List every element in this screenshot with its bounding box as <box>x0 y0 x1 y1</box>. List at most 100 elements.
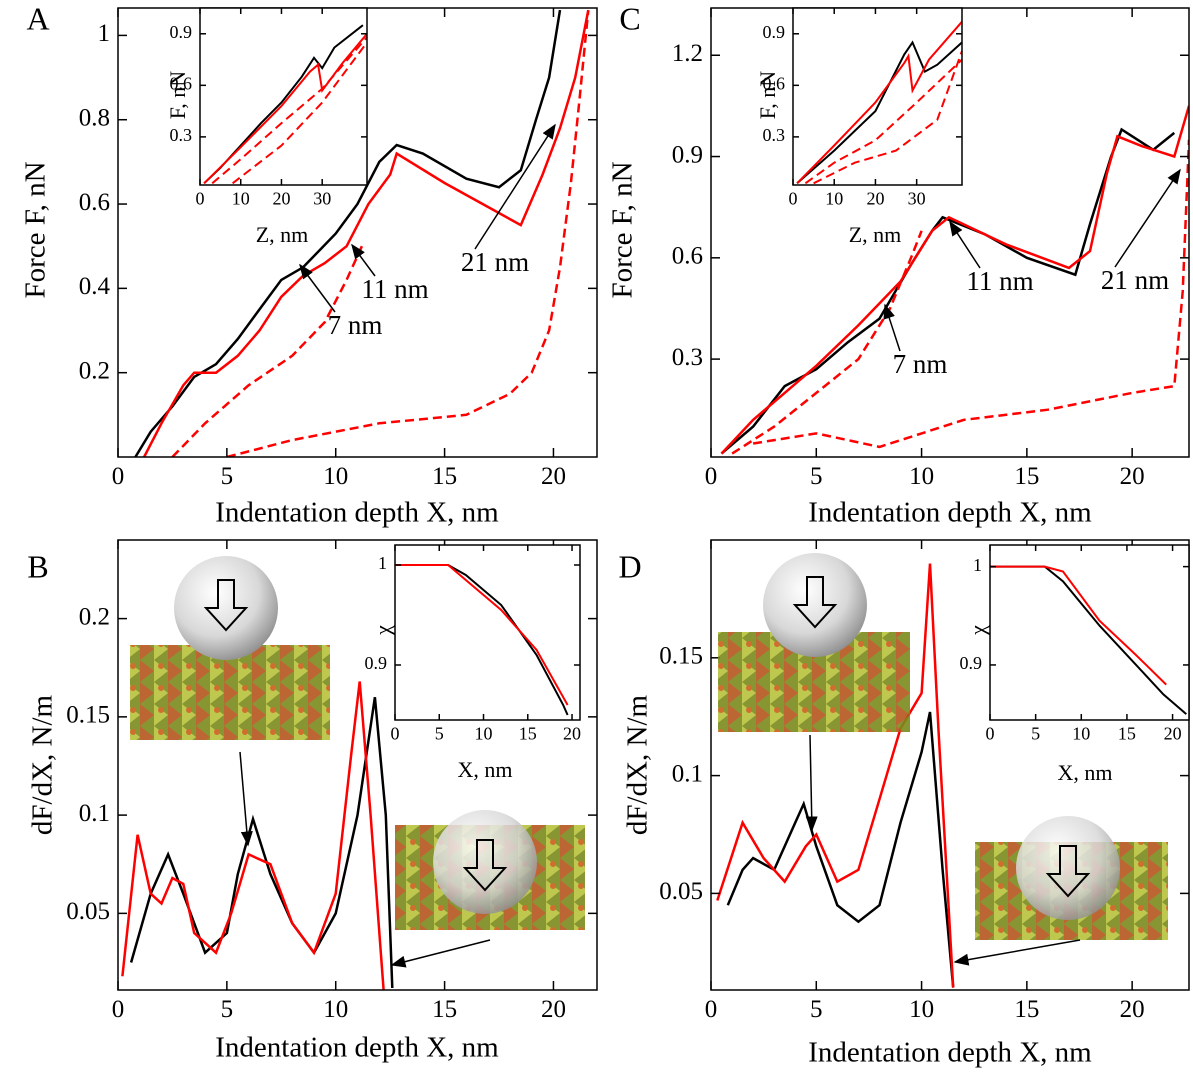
data-line <box>211 36 367 185</box>
x-tick-label: 10 <box>475 723 493 743</box>
sphere <box>763 553 867 657</box>
inset-background <box>990 545 1189 720</box>
annotation-arrow <box>1114 168 1181 268</box>
axes-frame <box>792 7 963 186</box>
x-tick-label: 10 <box>825 188 843 208</box>
x-tick-label: 5 <box>221 996 234 1023</box>
x-axis-label: X, nm <box>458 757 513 782</box>
push-arrow <box>462 839 508 892</box>
data-line <box>752 139 1189 449</box>
x-tick-label: 30 <box>908 188 926 208</box>
axes-frame <box>199 7 368 186</box>
x-tick-label: 5 <box>435 723 444 743</box>
y-tick-label: 0.3 <box>672 344 703 371</box>
inset-background <box>793 8 962 185</box>
annotation: 7 nm <box>893 349 948 379</box>
inset: 0 5 10 15 20 0.9 1 X, nm χ <box>365 544 581 782</box>
x-tick-label: 20 <box>866 188 884 208</box>
y-tick-label: 0.1 <box>79 800 110 827</box>
annotation: 11 nm <box>361 274 428 304</box>
panel: 0 5 10 15 20 0.3 0.6 0.9 1.2 Indentation depth X,… <box>607 0 1190 529</box>
data-line <box>731 230 923 455</box>
y-tick-label: 0.9 <box>672 141 703 168</box>
x-tick-label: 15 <box>519 723 537 743</box>
push-arrow <box>203 579 249 632</box>
y-tick-label: 1 <box>378 553 387 573</box>
x-tick-label: 10 <box>323 996 348 1023</box>
x-tick-label: 20 <box>1164 723 1182 743</box>
inset: 0 10 20 30 0.3 0.6 0.9 Z, nm F, nN <box>165 7 368 247</box>
y-axis-label: χ <box>965 625 990 636</box>
axes-frame <box>117 539 598 991</box>
pointer-arrow <box>953 939 1081 966</box>
illustrations <box>130 553 1168 968</box>
data-line <box>134 9 562 457</box>
y-tick-label: 0.6 <box>170 73 193 93</box>
data-line <box>720 105 1189 455</box>
x-tick-label: 30 <box>313 188 331 208</box>
annotation: 21 nm <box>1101 265 1169 295</box>
data-line <box>796 40 962 185</box>
x-tick-label: 20 <box>541 996 566 1023</box>
x-tick-label: 15 <box>432 996 457 1023</box>
data-line <box>796 21 962 185</box>
series-group <box>720 105 1189 455</box>
panel-label: B <box>27 548 48 584</box>
panel-label: A <box>26 0 49 36</box>
sphere <box>174 556 278 660</box>
data-line <box>813 50 962 185</box>
series-group <box>395 564 569 716</box>
push-arrow <box>1045 845 1091 898</box>
x-axis-label: Indentation depth X, nm <box>808 1037 1092 1069</box>
x-tick-label: 10 <box>323 463 348 490</box>
x-tick-label: 0 <box>789 188 798 208</box>
x-tick-label: 10 <box>909 463 934 490</box>
y-tick-label: 0.3 <box>763 125 786 145</box>
push-arrow <box>792 576 838 629</box>
x-tick-label: 5 <box>1031 723 1040 743</box>
series-group <box>796 21 962 185</box>
y-tick-label: 0.6 <box>79 189 110 216</box>
x-tick-label: 20 <box>272 188 290 208</box>
inset-background <box>200 8 367 185</box>
annotation: 21 nm <box>461 247 529 277</box>
data-line <box>990 565 1167 686</box>
series-group <box>134 9 590 457</box>
annotation: 11 nm <box>966 266 1033 296</box>
x-tick-label: 5 <box>810 996 823 1023</box>
x-tick-label: 10 <box>1072 723 1090 743</box>
y-tick-label: 0.15 <box>66 702 110 729</box>
data-line <box>171 245 364 457</box>
y-tick-label: 0.6 <box>763 73 786 93</box>
y-tick-label: 0.9 <box>763 22 786 42</box>
x-axis-label: Z, nm <box>256 222 309 247</box>
annotation-arrow <box>351 243 376 277</box>
annotation: 7 nm <box>328 310 383 340</box>
x-tick-label: 0 <box>705 996 718 1023</box>
y-tick-label: 0.9 <box>365 653 388 673</box>
annotation-arrow <box>299 263 336 313</box>
y-axis-label: χ <box>370 625 395 636</box>
sphere <box>1016 816 1120 920</box>
y-tick-label: 0.05 <box>66 898 110 925</box>
pointer-arrow <box>805 734 818 832</box>
data-line <box>121 681 385 990</box>
inset-background <box>395 545 580 720</box>
axes-frame <box>394 544 581 721</box>
series-group <box>990 565 1187 715</box>
x-tick-label: 10 <box>909 996 934 1023</box>
x-tick-label: 5 <box>221 463 234 490</box>
fibril <box>130 645 330 740</box>
panel-label: D <box>618 548 641 584</box>
y-axis-label: dF/dX, N/m <box>27 694 59 835</box>
x-axis-label: Indentation depth X, nm <box>215 497 499 529</box>
pointer-arrow <box>390 939 491 968</box>
y-tick-label: 1 <box>98 20 111 47</box>
x-tick-label: 0 <box>705 463 718 490</box>
y-tick-label: 0.9 <box>170 22 193 42</box>
y-tick-label: 0.9 <box>960 653 983 673</box>
y-tick-label: 0.3 <box>170 125 193 145</box>
x-tick-label: 0 <box>196 188 205 208</box>
axes-frame <box>989 544 1190 721</box>
